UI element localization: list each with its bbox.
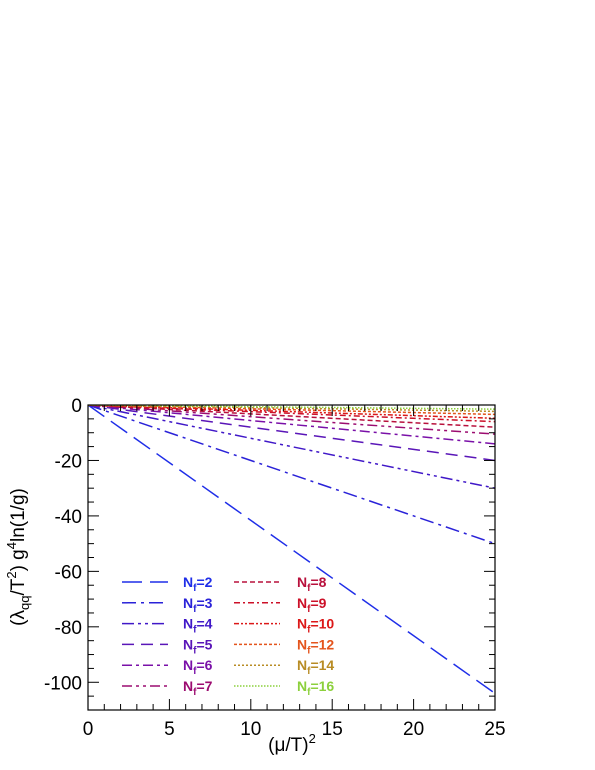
legend-label: Nf=2 [183,574,213,594]
x-tick-label: 15 [322,719,343,740]
y-tick-labels: 0 -20 -40 -60 -80 -100 [44,396,82,694]
x-tick-label: 25 [484,719,505,740]
series-line-nf3 [88,405,495,545]
y-tick-label: 0 [71,396,82,417]
y-axis-title: (λqq/T2) g4ln(1/g) [4,488,32,626]
y-tick-label: -40 [55,507,82,528]
x-axis-title: (μ/T)2 [268,731,316,756]
series-line-nf8 [88,405,495,428]
series-lines [88,405,495,694]
legend-label: Nf=3 [183,595,213,615]
x-tick-label: 20 [403,719,424,740]
legend-label: Nf=12 [297,636,334,656]
y-tick-label: -80 [55,618,82,639]
series-line-nf4 [88,405,495,489]
series-line-nf12 [88,405,495,416]
series-line-nf7 [88,405,495,435]
series-line-nf9 [88,405,495,423]
legend-label: Nf=10 [297,616,334,636]
x-tick-label: 10 [240,719,261,740]
legend-label: Nf=14 [297,657,334,677]
legend: Nf=2Nf=3Nf=4Nf=5Nf=6Nf=7Nf=8Nf=9Nf=10Nf=… [122,574,334,698]
legend-label: Nf=4 [183,616,213,636]
series-line-nf2 [88,405,495,694]
series-line-nf5 [88,405,495,462]
legend-label: Nf=6 [183,657,213,677]
legend-label: Nf=5 [183,636,213,656]
series-line-nf16 [88,405,495,410]
legend-label: Nf=16 [297,678,334,698]
legend-label: Nf=7 [183,678,213,698]
x-tick-label: 0 [83,719,94,740]
axis-ticks [87,404,496,711]
x-tick-labels: 0 5 10 15 20 25 [83,719,506,740]
legend-label: Nf=9 [297,595,327,615]
y-tick-label: -60 [55,562,82,583]
x-tick-label: 5 [164,719,175,740]
y-tick-label: -20 [55,451,82,472]
plot-frame [87,404,496,711]
legend-label: Nf=8 [297,574,327,594]
series-line-nf6 [88,405,495,445]
y-tick-label: -100 [44,673,82,694]
